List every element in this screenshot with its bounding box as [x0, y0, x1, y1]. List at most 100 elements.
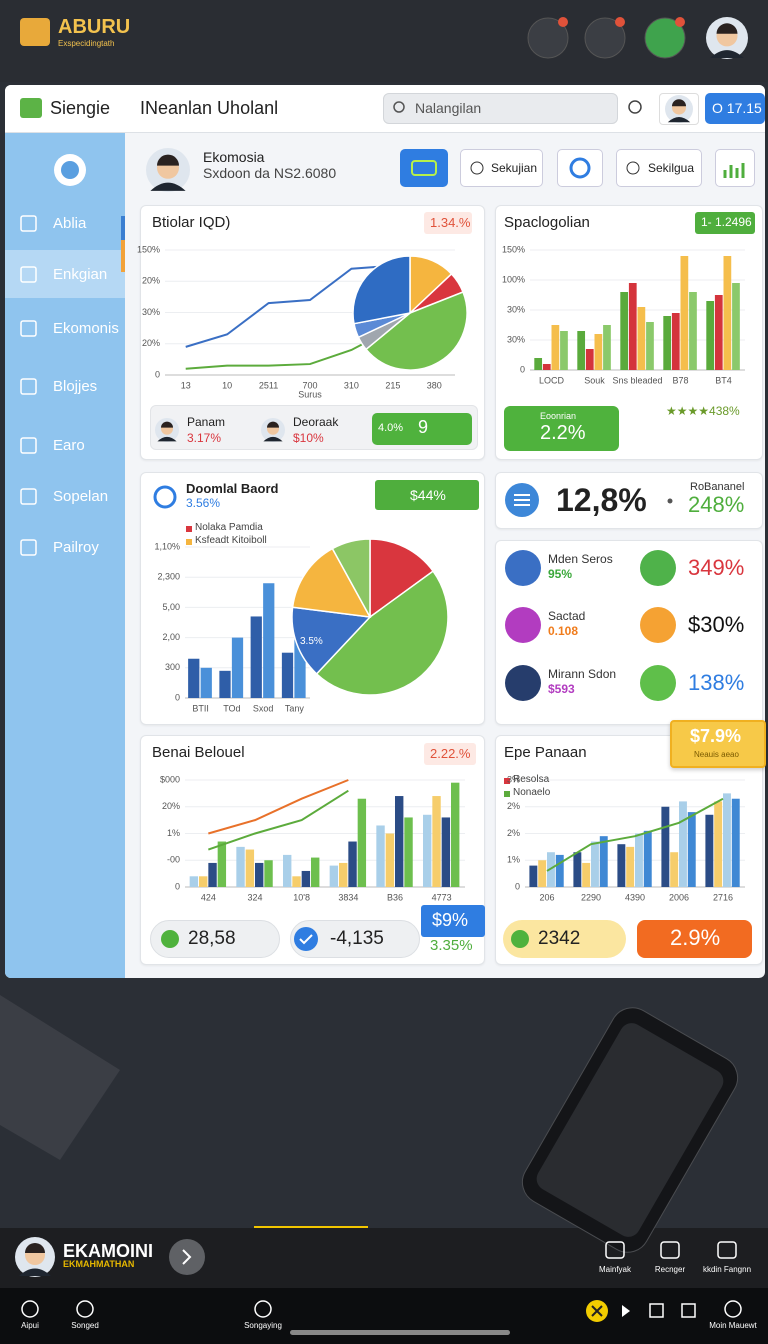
row-icon [505, 550, 541, 586]
button-label[interactable]: Sekujian [491, 161, 538, 175]
bar [283, 854, 292, 887]
bar [348, 841, 357, 887]
nav-label[interactable]: Songaying [244, 1321, 282, 1330]
expand-button[interactable] [169, 1239, 205, 1275]
action-label[interactable]: Mainfyak [598, 1265, 631, 1274]
panel-badge-text: $44% [410, 487, 446, 503]
bar [732, 283, 740, 370]
x-tick-label: 215 [385, 380, 400, 390]
bar [208, 862, 217, 887]
action-label[interactable]: kkdin Fangnn [702, 1265, 752, 1274]
profile-detail: Sxdoon da NS2.6080 [203, 165, 337, 181]
sidebar-item[interactable]: Earo [53, 437, 85, 454]
y-tick-label: 2,00 [162, 632, 180, 642]
bar [188, 658, 200, 698]
top-icon[interactable] [527, 17, 569, 59]
brand: Siengie [50, 98, 111, 118]
bar [250, 616, 262, 698]
sidebar-item[interactable]: Ekomonis [53, 320, 119, 337]
panel-badge-text: 2.22.% [430, 746, 471, 761]
panel-footer [150, 405, 478, 450]
bar [599, 836, 608, 887]
avatar-hair [25, 1243, 45, 1253]
nav-square[interactable] [649, 1303, 664, 1318]
x-tick-label: 13 [181, 380, 191, 390]
bar [451, 782, 460, 887]
y-tick-label: 0 [515, 881, 520, 891]
sidebar-item[interactable]: Pailroy [53, 539, 99, 556]
action-button[interactable] [715, 149, 755, 187]
sidebar-item[interactable]: Sopelan [53, 488, 109, 505]
row-name: Mirann Sdon [548, 667, 617, 681]
pie-slice [369, 538, 435, 619]
action-button[interactable] [616, 149, 702, 187]
action-icon[interactable] [605, 1241, 625, 1259]
search-button[interactable] [628, 100, 642, 114]
nav-label[interactable]: Aipui [21, 1321, 39, 1330]
sidebar-item[interactable]: Ablia [53, 215, 87, 232]
play-button[interactable] [622, 1305, 630, 1317]
x-tick-label: Sns bleaded [612, 375, 662, 385]
y-tick-label: 2% [507, 828, 520, 838]
bar [635, 833, 643, 887]
person-name: Deoraak [293, 415, 339, 429]
pie-slice [352, 255, 411, 325]
pie-annotation: 3.5% [300, 636, 323, 647]
action-button[interactable] [557, 149, 603, 187]
user-name: EKAMOINI [63, 1241, 153, 1261]
nav-icon[interactable] [724, 1300, 742, 1318]
bar [292, 876, 301, 887]
close-mark [591, 1305, 603, 1317]
bar [560, 331, 568, 370]
action-button[interactable] [400, 149, 448, 187]
avatar-hair [267, 421, 279, 428]
bar [555, 854, 564, 887]
sidebar-item[interactable]: Enkgian [53, 266, 108, 283]
sidebar-icon [20, 437, 37, 454]
bar [687, 812, 696, 887]
bar [281, 652, 294, 698]
bar [573, 852, 582, 887]
stat-value: 2342 [538, 928, 581, 949]
top-icon[interactable] [644, 17, 686, 59]
action-label[interactable]: Recnger [654, 1265, 686, 1274]
action-button[interactable] [460, 149, 543, 187]
search-input[interactable]: Nalangilan [415, 100, 482, 116]
legend-label: Nonaelo [513, 787, 551, 798]
pie-slice [331, 538, 371, 618]
top-icon[interactable] [584, 17, 626, 59]
person-value: 3.17% [187, 431, 222, 445]
search-box[interactable] [383, 93, 618, 124]
nav-label[interactable]: Songed [71, 1321, 99, 1330]
header-badge-text[interactable]: O 17.15 [712, 100, 762, 116]
x-tick-label: 3834 [338, 892, 358, 902]
bar [219, 670, 231, 698]
notification-dot [675, 17, 685, 27]
nav-icon[interactable] [21, 1300, 39, 1318]
button-label[interactable]: Sekilgua [648, 161, 695, 175]
avatar-body [19, 1268, 51, 1276]
sidebar-icon [20, 215, 37, 232]
nav-label[interactable]: Moin Mauewt [709, 1321, 757, 1330]
bar [706, 301, 715, 370]
bar [603, 325, 611, 370]
y-tick-label: 0 [520, 364, 525, 374]
nav-icon[interactable] [254, 1300, 272, 1318]
sidebar-icon [20, 488, 37, 505]
legend-label: Nolaka Pamdia [195, 522, 263, 533]
action-icon[interactable] [660, 1241, 680, 1259]
nav-square[interactable] [681, 1303, 696, 1318]
action-icon[interactable] [717, 1241, 737, 1259]
x-axis-label: Surus [298, 389, 322, 399]
phone-screen [536, 1023, 724, 1237]
row-value: 95% [548, 567, 573, 581]
row-change: 138% [688, 670, 745, 695]
pie-slice [315, 570, 449, 696]
panel-title: Benai Belouel [152, 744, 245, 761]
y-tick-label: 2% [507, 801, 520, 811]
row-name: Mden Seros [548, 552, 613, 566]
sidebar-item[interactable]: Blojjes [53, 378, 98, 395]
header-badge[interactable] [705, 93, 765, 124]
nav-icon[interactable] [76, 1300, 94, 1318]
line-series [208, 779, 349, 835]
